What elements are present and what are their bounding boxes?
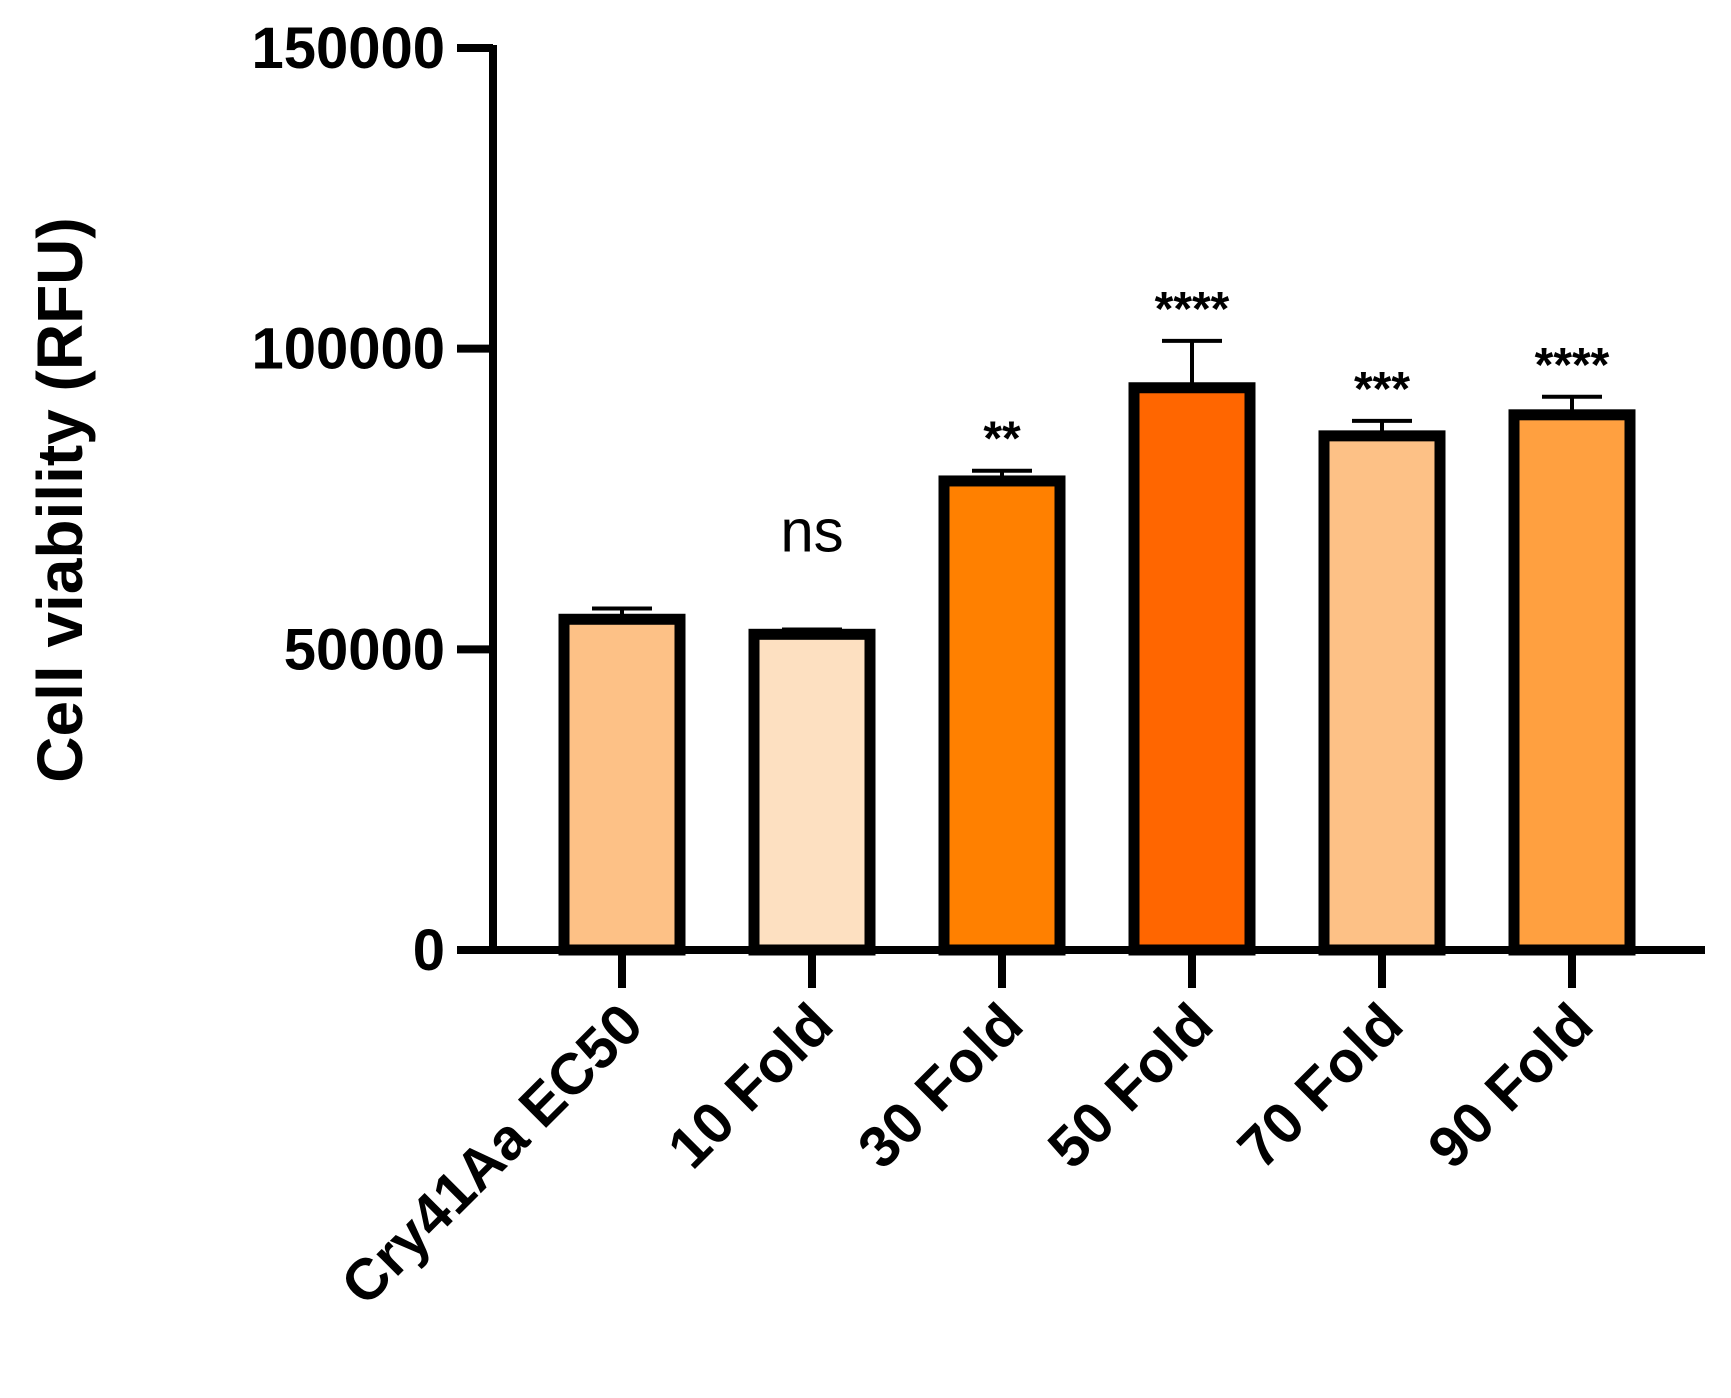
significance-label: **** (1155, 283, 1230, 336)
y-axis: 0 50000 100000 150000 (251, 16, 497, 983)
error-bars (592, 338, 1602, 635)
significance-label: ns (780, 497, 843, 564)
y-axis-title: Cell viability (RFU) (24, 217, 96, 782)
bar (1128, 382, 1256, 956)
significance-label: *** (1354, 363, 1410, 416)
x-axis: Cry41Aa EC50 10 Fold 30 Fold 50 Fold 70 Fold… (329, 946, 1705, 1318)
significance-labels: ns********* **** (780, 283, 1609, 565)
significance-label: **** (1535, 339, 1610, 392)
significance-label: ** (983, 413, 1021, 466)
bar (1318, 430, 1446, 956)
bar (558, 613, 686, 956)
y-tick-label: 150000 (251, 16, 445, 81)
bar (938, 475, 1066, 956)
bar (1508, 409, 1636, 956)
x-category-label: Cry41Aa EC50 (329, 991, 655, 1317)
y-tick-label: 0 (413, 918, 445, 983)
x-category-label: 10 Fold (656, 991, 846, 1181)
x-category-label: 90 Fold (1416, 991, 1606, 1181)
x-category-label: 30 Fold (846, 991, 1036, 1181)
y-tick-label: 50000 (284, 617, 445, 682)
x-category-label: 50 Fold (1036, 991, 1226, 1181)
bars (558, 382, 1636, 956)
x-category-label: 70 Fold (1226, 991, 1416, 1181)
y-tick-label: 100000 (251, 317, 445, 382)
bar (748, 628, 876, 956)
